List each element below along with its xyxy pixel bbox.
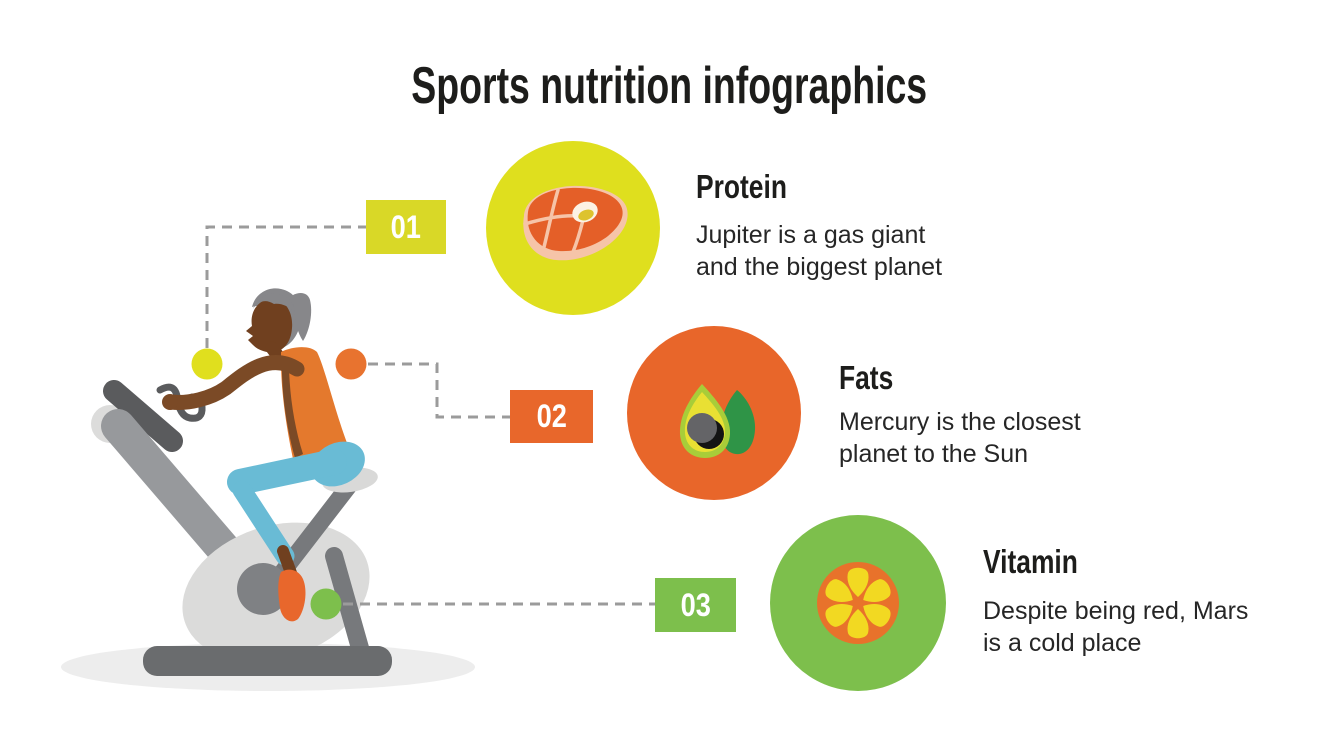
marker-dot-2 — [335, 348, 367, 380]
step-number: 02 — [536, 398, 567, 434]
marker-dot-1 — [191, 348, 223, 380]
title-row: Sports nutrition infographics — [0, 56, 1338, 116]
item-description-vitamin: Despite being red, Mars is a cold place — [983, 595, 1248, 659]
item-description-fats: Mercury is the closest planet to the Sun — [839, 406, 1081, 470]
step-badge-02: 02 — [510, 390, 593, 443]
flywheel-hub — [237, 563, 289, 615]
thigh — [227, 449, 347, 495]
hand — [162, 394, 178, 410]
step-badge-03: 03 — [655, 578, 736, 632]
rear-stay — [325, 547, 369, 657]
hair-fringe — [253, 293, 295, 312]
description-line: is a cold place — [983, 629, 1142, 657]
item-heading-vitamin: Vitamin — [983, 543, 1078, 580]
steak-icon — [523, 185, 628, 261]
calf — [232, 480, 295, 566]
exercise-bike-illustration — [91, 380, 392, 676]
item-heading-protein: Protein — [696, 168, 787, 205]
vitamin-circle — [770, 515, 946, 691]
connector-line-1 — [205, 225, 366, 348]
item-heading-fats: Fats — [839, 359, 894, 396]
description-line: Mercury is the closest — [839, 408, 1081, 436]
page-title: Sports nutrition infographics — [411, 57, 927, 115]
woman-figure — [162, 288, 365, 622]
citrus-slice-icon — [817, 562, 899, 644]
arm — [163, 355, 305, 410]
avocado-icon — [679, 384, 756, 458]
ponytail — [293, 292, 312, 341]
shoe — [278, 569, 306, 622]
protein-circle — [486, 141, 660, 315]
handlebar — [103, 380, 183, 452]
step-number: 03 — [680, 586, 711, 623]
connector-line-2 — [368, 362, 510, 419]
ankle — [277, 545, 297, 579]
step-badge-01: 01 — [366, 200, 446, 254]
description-line: planet to the Sun — [839, 440, 1029, 468]
marker-dot-3 — [310, 588, 342, 620]
fats-circle — [627, 326, 801, 500]
bike-base — [143, 646, 392, 676]
description-line: Jupiter is a gas giant — [696, 221, 926, 249]
item-description-protein: Jupiter is a gas giant and the biggest p… — [696, 219, 942, 283]
head — [246, 298, 293, 353]
step-number: 01 — [390, 208, 422, 245]
description-line: Despite being red, Mars — [983, 597, 1249, 625]
torso-skin — [281, 360, 303, 458]
description-line: and the biggest planet — [696, 253, 943, 281]
